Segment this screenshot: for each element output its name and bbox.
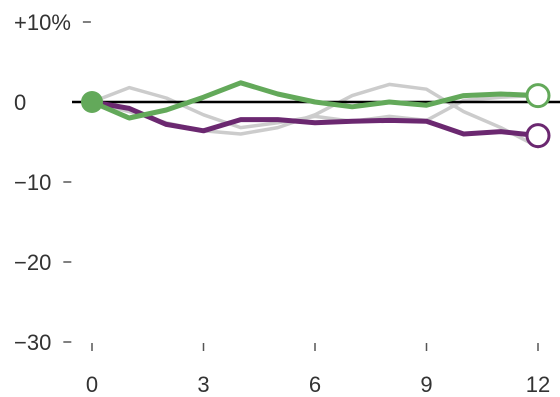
axis-layer: +10% 0 −10 −20 −30 0 3 6 9 12 [14,10,560,397]
x-tick-label: 9 [420,372,432,397]
series-start-marker [81,91,103,113]
marker-layer [81,83,551,149]
series-end-marker [525,123,551,149]
x-tick-label: 3 [197,372,209,397]
highlight-series-line [89,80,541,121]
x-tick-label: 6 [309,372,321,397]
highlight-series-line [89,99,541,139]
series-end-marker [525,83,551,109]
y-tick-label: −30 [14,330,51,355]
y-tick-label: −20 [14,250,51,275]
x-tick-label: 12 [526,372,550,397]
x-tick-label: 0 [86,372,98,397]
highlight-series-layer [89,80,541,139]
y-tick-label: 0 [14,90,26,115]
y-tick-label: −10 [14,170,51,195]
y-tick-label: +10% [14,10,71,35]
